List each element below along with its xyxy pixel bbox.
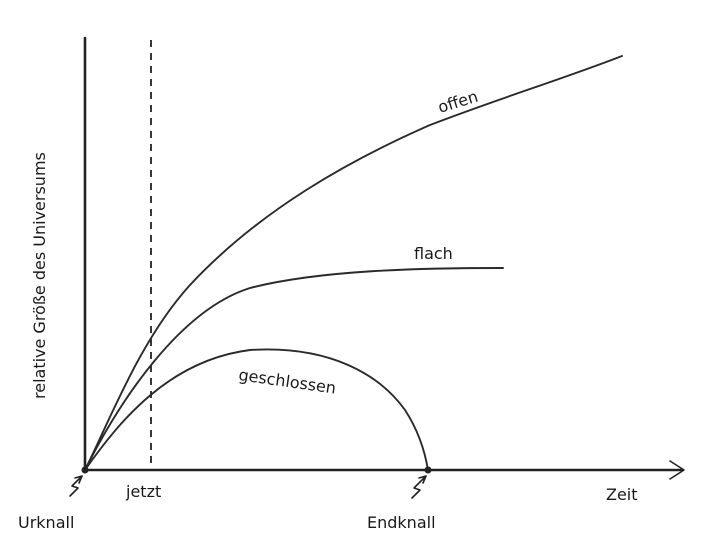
- curve-geschlossen: [84, 348, 429, 471]
- urknall-arrow: [69, 475, 83, 497]
- endknall-arrow: [411, 475, 427, 499]
- label-urknall: Urknall: [18, 513, 74, 532]
- curve-flach: [84, 267, 504, 471]
- label-jetzt: jetzt: [125, 482, 161, 501]
- label-offen: offen: [436, 87, 481, 117]
- label-geschlossen: geschlossen: [237, 365, 337, 397]
- x-axis-arrowhead: [669, 460, 685, 480]
- label-flach: flach: [414, 244, 453, 263]
- curve-offen: [84, 55, 623, 471]
- label-endknall: Endknall: [367, 513, 436, 532]
- y-axis-label: relative Größe des Universums: [30, 152, 49, 399]
- x-axis-label: Zeit: [606, 485, 638, 504]
- endknall-point: [424, 466, 432, 474]
- urknall-point: [81, 466, 89, 474]
